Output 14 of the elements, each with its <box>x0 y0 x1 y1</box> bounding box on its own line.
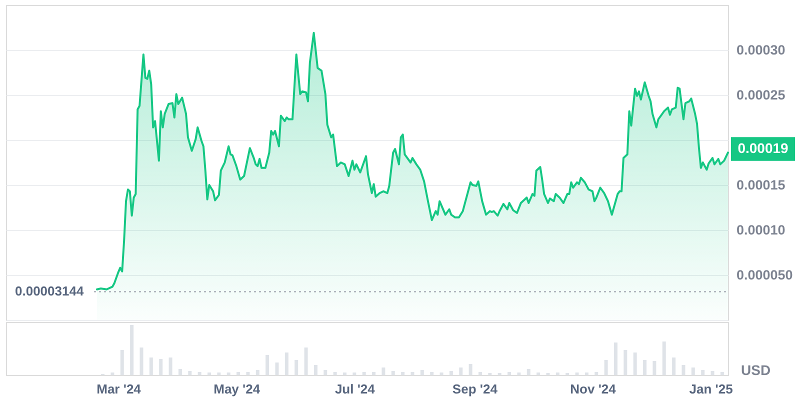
y-tick-label: 0.00030 <box>736 42 786 58</box>
y-tick-label: 0.00010 <box>736 222 786 238</box>
x-tick-label: Mar '24 <box>96 382 142 396</box>
y-tick-label: 0.00015 <box>736 178 786 192</box>
x-tick-label: Nov '24 <box>570 382 617 396</box>
annotation: 0.00019 <box>738 140 789 156</box>
x-tick-label: May '24 <box>214 382 261 396</box>
x-tick-label: Sep '24 <box>452 382 498 396</box>
x-tick-label: Jul '24 <box>334 382 376 396</box>
y-tick-label: 0.000050 <box>736 268 793 282</box>
ref-line-label: 0.00003144 <box>15 284 84 299</box>
y-tick-label: 0.00025 <box>736 88 786 102</box>
y-axis-title: USD <box>741 362 771 378</box>
x-tick-label: Jan '25 <box>689 382 733 396</box>
